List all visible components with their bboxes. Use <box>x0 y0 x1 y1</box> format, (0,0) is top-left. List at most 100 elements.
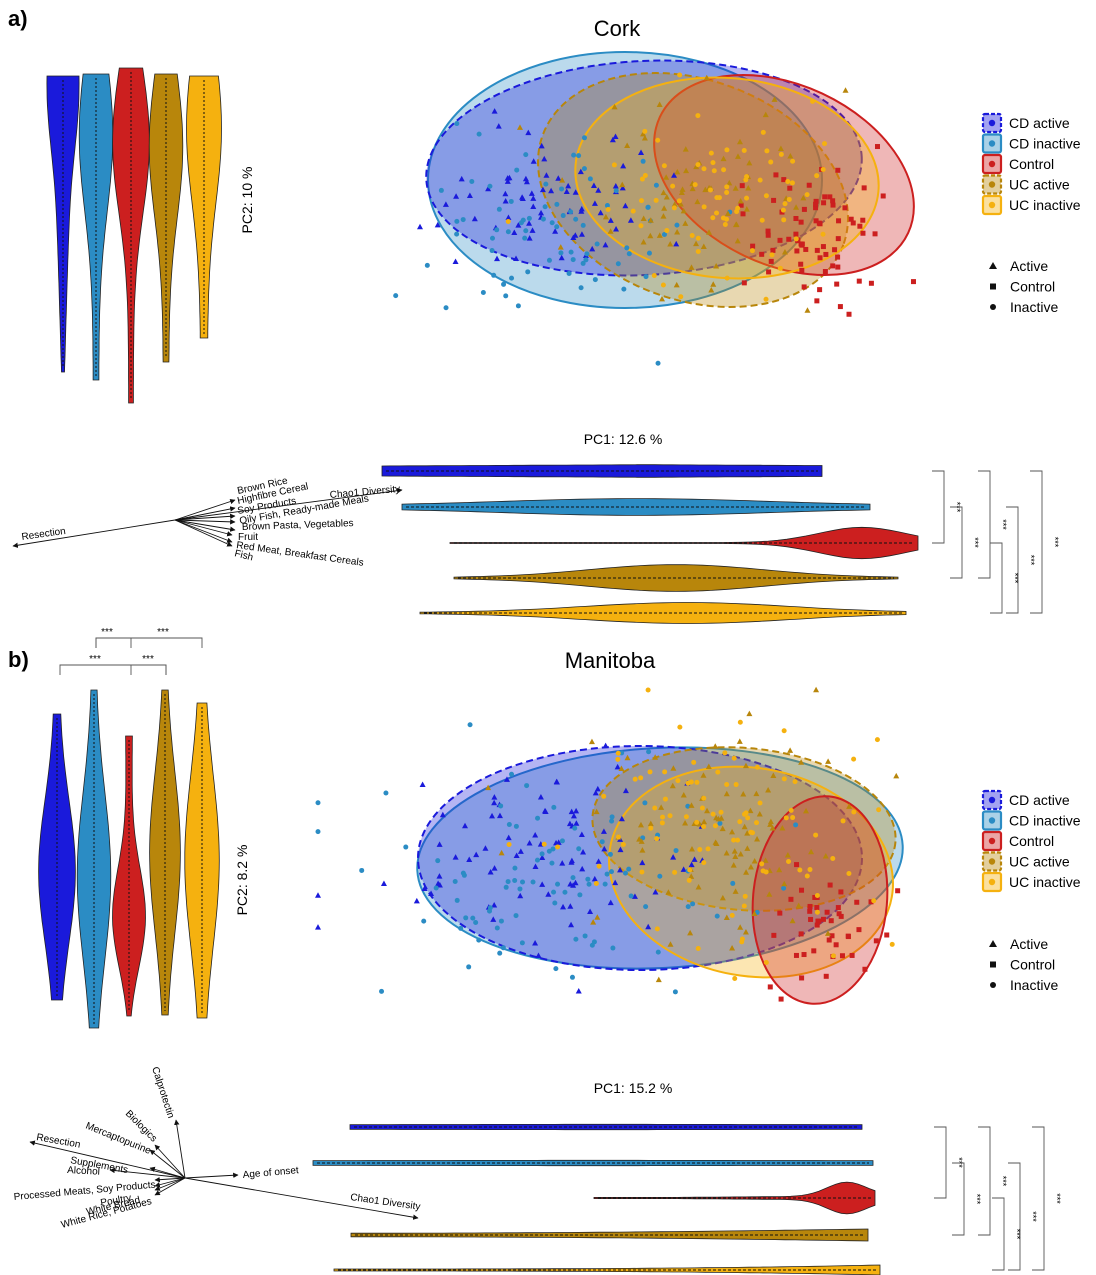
data-point <box>724 782 730 788</box>
significance-bracket <box>978 1126 991 1236</box>
data-point <box>529 227 536 233</box>
data-point <box>723 790 730 797</box>
data-point <box>699 805 705 811</box>
data-point <box>658 804 665 810</box>
data-point <box>580 260 586 266</box>
data-point <box>788 807 794 813</box>
data-point <box>683 814 689 820</box>
data-point <box>694 819 700 825</box>
data-point <box>723 850 730 856</box>
data-point <box>617 846 624 853</box>
data-point <box>738 202 744 208</box>
legend-label: CD active <box>1009 115 1070 131</box>
data-point <box>570 875 576 881</box>
data-point <box>573 807 580 814</box>
data-point <box>741 903 747 909</box>
data-point <box>667 813 673 819</box>
data-point <box>454 897 460 903</box>
data-point <box>674 228 681 235</box>
data-point <box>515 222 522 228</box>
legend-point <box>988 817 996 824</box>
data-point <box>813 218 819 224</box>
data-point <box>678 294 684 300</box>
data-point <box>657 873 663 879</box>
data-point <box>763 296 769 302</box>
data-point <box>517 886 523 892</box>
data-point <box>695 113 701 119</box>
data-point <box>460 217 466 223</box>
loading-arrow <box>174 519 233 543</box>
legend: CD active CD inactive Control UC active UC i… <box>981 112 1081 315</box>
data-point <box>686 877 692 883</box>
data-point <box>604 203 610 209</box>
data-point <box>729 828 736 835</box>
data-point <box>624 754 631 761</box>
data-point <box>837 304 843 310</box>
loading-arrow <box>174 506 236 521</box>
data-point <box>315 892 321 898</box>
data-point <box>787 185 793 191</box>
data-point <box>494 227 500 233</box>
data-point <box>773 172 779 178</box>
data-point <box>639 869 645 875</box>
data-point <box>593 880 599 886</box>
data-point <box>551 889 557 895</box>
data-point <box>678 189 685 196</box>
data-point <box>581 166 587 172</box>
data-point <box>742 762 749 769</box>
data-point <box>571 152 577 158</box>
data-point <box>677 724 683 730</box>
data-point <box>587 176 593 182</box>
data-point <box>673 281 680 288</box>
data-point <box>731 837 737 843</box>
data-point <box>611 103 618 110</box>
data-point <box>798 931 804 937</box>
data-point <box>607 228 614 234</box>
data-point <box>682 146 689 152</box>
significance-label: *** <box>142 654 154 665</box>
data-point <box>876 807 882 813</box>
violin-shape <box>112 67 150 404</box>
data-point <box>613 188 619 194</box>
data-point <box>554 224 560 230</box>
data-point <box>476 937 482 943</box>
data-point <box>693 240 700 247</box>
data-point <box>872 231 878 237</box>
data-point <box>526 220 533 226</box>
data-point <box>794 248 800 254</box>
data-point <box>732 888 739 894</box>
data-point <box>777 145 784 151</box>
data-point <box>793 952 799 958</box>
data-point <box>501 281 507 287</box>
data-point <box>732 853 739 860</box>
data-point <box>631 893 638 899</box>
data-point <box>716 195 722 201</box>
data-point <box>643 904 649 910</box>
data-point <box>713 840 720 846</box>
data-point <box>820 916 826 922</box>
data-point <box>442 201 449 207</box>
data-point <box>825 758 832 764</box>
data-point <box>502 198 509 204</box>
data-point <box>473 919 479 925</box>
data-point <box>701 860 707 866</box>
panel-title: Cork <box>594 16 641 41</box>
loading-arrow <box>149 1149 186 1179</box>
data-point <box>798 219 804 225</box>
data-point <box>462 822 469 829</box>
data-point <box>604 871 610 877</box>
panel-title: Manitoba <box>565 648 656 673</box>
data-point <box>653 182 659 188</box>
top-significance-brackets: *** *** *** *** <box>59 627 203 675</box>
data-point <box>491 799 498 806</box>
data-point <box>572 189 579 195</box>
significance-label: *** <box>101 627 113 638</box>
data-point <box>523 228 529 234</box>
data-point <box>610 945 616 951</box>
data-point <box>569 974 575 980</box>
data-point <box>517 848 524 854</box>
data-point <box>359 867 365 873</box>
data-point <box>535 952 542 959</box>
data-point <box>740 790 747 797</box>
